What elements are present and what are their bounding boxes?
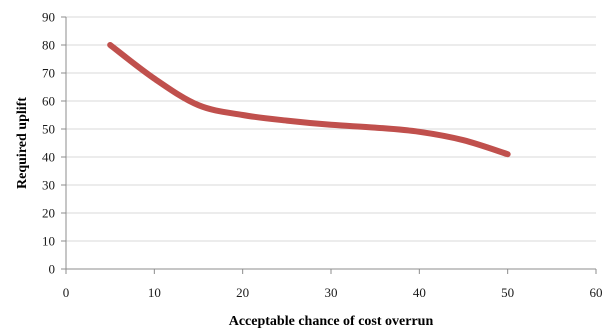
y-axis-title: Required uplift — [15, 97, 30, 189]
x-tick-label: 10 — [148, 285, 161, 300]
x-tick-label: 30 — [325, 285, 338, 300]
y-tick-label: 90 — [42, 10, 55, 25]
x-axis-title: Acceptable chance of cost overrun — [229, 314, 434, 329]
x-tick-label: 20 — [236, 285, 249, 300]
series-line — [107, 42, 511, 158]
axes — [65, 17, 596, 270]
y-tick-label: 70 — [42, 66, 55, 81]
x-tick-label: 0 — [63, 285, 70, 300]
x-axis-ticks: 0 10 20 30 40 50 60 — [63, 269, 603, 300]
y-axis-ticks: 0 10 20 30 40 50 60 70 80 90 — [42, 10, 66, 277]
y-tick-label: 20 — [42, 206, 55, 221]
y-tick-label: 30 — [42, 178, 55, 193]
y-tick-label: 50 — [42, 122, 55, 137]
series-layer — [107, 42, 511, 158]
y-tick-label: 80 — [42, 38, 55, 53]
y-tick-label: 10 — [42, 234, 55, 249]
y-tick-label: 0 — [49, 262, 56, 277]
x-tick-label: 60 — [590, 285, 603, 300]
gridlines — [66, 16, 596, 242]
x-tick-label: 50 — [501, 285, 514, 300]
x-tick-label: 40 — [413, 285, 426, 300]
y-tick-label: 60 — [42, 94, 55, 109]
y-tick-label: 40 — [42, 150, 55, 165]
